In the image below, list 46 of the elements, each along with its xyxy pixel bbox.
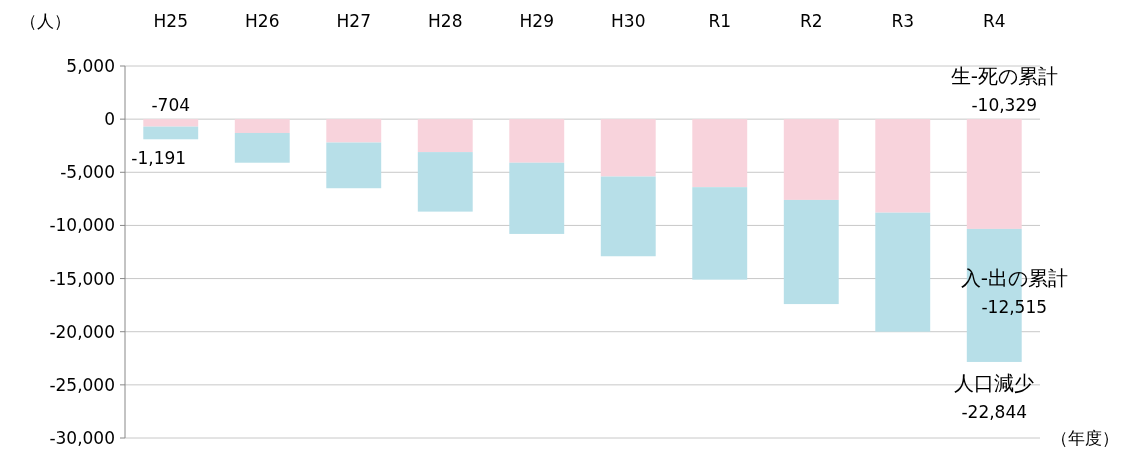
bar [875,212,931,332]
data-label: -704 [151,95,191,116]
bar [600,119,656,177]
y-tick-label: -5,000 [60,162,115,183]
bar [692,119,748,188]
bar [326,142,382,189]
x-tick-label: H27 [336,11,371,31]
x-axis-title: （年度） [1051,428,1119,448]
bar [509,119,565,163]
x-tick-label: H30 [611,11,646,31]
series-label: 入-出の累計 [960,266,1068,291]
x-tick-label: R1 [708,11,732,31]
y-tick-label: -25,000 [49,374,115,395]
annotation: 人口減少 -22,844 [954,370,1035,422]
y-tick-label: -30,000 [49,428,115,448]
x-tick-label: H26 [245,11,280,31]
y-tick-label: -15,000 [49,268,115,289]
bar [875,119,931,213]
data-label: -12,515 [981,297,1048,318]
bar [692,187,748,280]
bar [600,176,656,257]
bar [509,162,565,234]
bar [143,126,199,140]
bar [417,119,473,153]
y-tick-label: 5,000 [66,56,115,76]
y-axis-title: （人） [19,11,71,31]
x-tick-label: H28 [428,11,463,31]
bar [783,199,839,305]
y-tick-label: 0 [104,109,115,130]
x-tick-label: R2 [799,11,823,31]
data-label: -1,191 [131,148,187,169]
y-tick-label: -20,000 [49,321,115,342]
data-label: -10,329 [971,95,1038,116]
y-tick-label: -10,000 [49,215,115,236]
x-tick-label: H25 [153,11,188,31]
x-tick-label: R4 [982,11,1006,31]
bar [966,119,1022,229]
bar [417,152,473,212]
bar [326,119,382,143]
bar [783,119,839,200]
bar [234,132,290,163]
bar [234,119,290,133]
x-tick-label: R3 [891,11,915,31]
x-tick-label: H29 [519,11,554,31]
bar [143,119,199,127]
series-label: 生-死の累計 [950,64,1058,89]
